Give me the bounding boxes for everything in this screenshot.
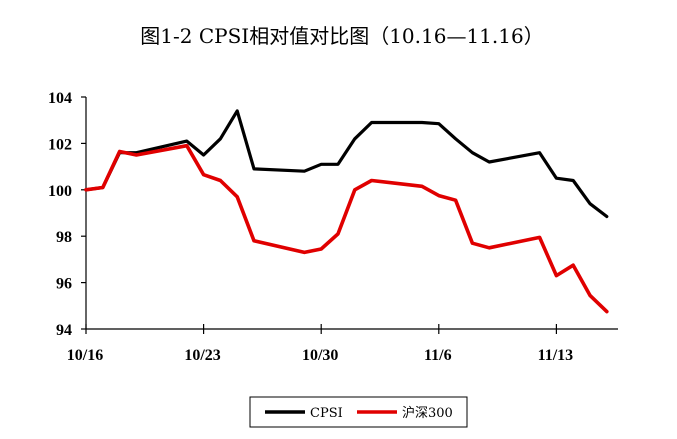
x-tick-label: 11/6 bbox=[424, 347, 452, 364]
legend-label: 沪深300 bbox=[402, 405, 453, 421]
y-tick-label: 102 bbox=[48, 136, 72, 153]
series-lines bbox=[84, 109, 609, 314]
chart-title: 图1-2 CPSI相对值对比图（10.16—11.16） bbox=[140, 24, 543, 48]
x-tick-label: 10/23 bbox=[184, 347, 220, 364]
series-line-0 bbox=[84, 109, 609, 219]
legend-label: CPSI bbox=[310, 406, 343, 421]
x-tick-label: 10/16 bbox=[67, 347, 103, 364]
y-tick-label: 104 bbox=[48, 90, 72, 107]
legend: CPSI 沪深300 bbox=[249, 396, 468, 428]
x-tick-label: 11/13 bbox=[538, 347, 574, 364]
y-tick-label: 100 bbox=[48, 183, 72, 200]
y-tick-label: 98 bbox=[56, 229, 72, 246]
x-tick-label: 10/30 bbox=[302, 347, 338, 364]
series-line-1 bbox=[84, 143, 609, 314]
y-tick-label: 94 bbox=[56, 322, 72, 339]
axes: 94 96 98 100 102 104 10/16 10/23 10/30 11/6 11/13 bbox=[48, 90, 618, 364]
y-tick-label: 96 bbox=[56, 276, 72, 293]
